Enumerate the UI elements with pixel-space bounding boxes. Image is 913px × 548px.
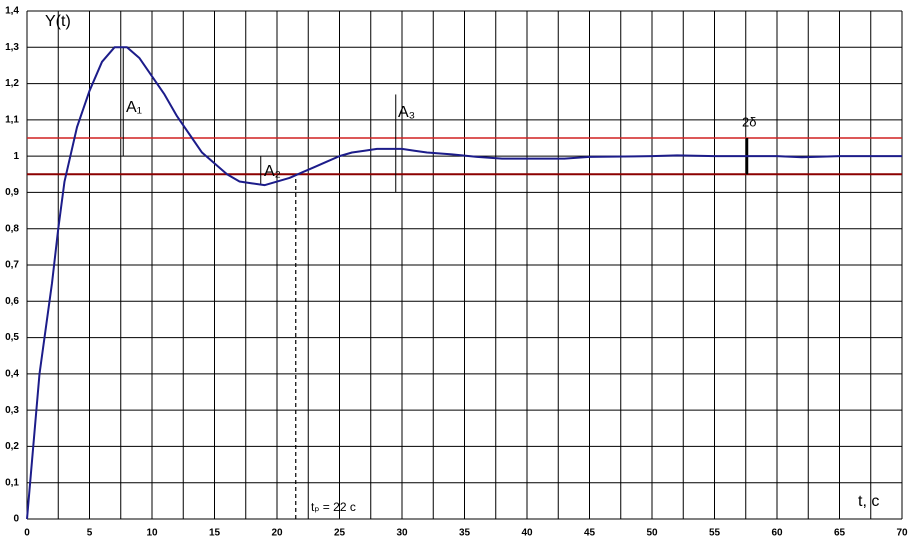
x-tick-label: 70 <box>896 528 908 539</box>
y-tick-label: 1,4 <box>5 6 19 17</box>
y-tick-label: 0,2 <box>5 441 19 452</box>
x-tick-label: 65 <box>834 528 846 539</box>
y-tick-label: 0,3 <box>5 405 19 416</box>
y-tick-label: 0,1 <box>5 477 19 488</box>
x-tick-label: 10 <box>146 528 158 539</box>
y-tick-label: 0,9 <box>5 187 19 198</box>
y-tick-label: 0,7 <box>5 260 19 271</box>
x-tick-label: 45 <box>584 528 596 539</box>
y-tick-label: 0,8 <box>5 223 19 234</box>
y-tick-label: 0,5 <box>5 332 19 343</box>
x-tick-label: 30 <box>396 528 408 539</box>
y-axis-title: Y(t) <box>45 13 71 30</box>
y-tick-label: 1,1 <box>5 114 19 125</box>
x-tick-label: 50 <box>646 528 658 539</box>
response-curve <box>26 46 902 520</box>
y-tick-label: 1 <box>13 151 19 162</box>
annotation: A₃ <box>398 104 415 121</box>
annotation: A₂ <box>264 163 281 180</box>
x-tick-label: 0 <box>24 528 30 539</box>
x-tick-label: 40 <box>521 528 533 539</box>
x-tick-label: 55 <box>709 528 721 539</box>
x-tick-label: 25 <box>334 528 346 539</box>
y-tick-label: 0,6 <box>5 296 19 307</box>
y-tick-label: 1,2 <box>5 78 19 89</box>
x-tick-label: 5 <box>87 528 93 539</box>
x-tick-label: 35 <box>459 528 471 539</box>
x-tick-label: 20 <box>271 528 283 539</box>
x-tick-label: 15 <box>209 528 221 539</box>
x-tick-label: 60 <box>771 528 783 539</box>
annotation: A₁ <box>126 99 142 116</box>
annotation: tₚ = 22 c <box>311 500 356 514</box>
x-axis-title: t, c <box>858 493 879 510</box>
y-tick-label: 1,3 <box>5 42 19 53</box>
y-tick-label: 0,4 <box>5 368 19 379</box>
annotation: 2δ <box>742 114 756 129</box>
y-tick-label: 0 <box>13 514 19 525</box>
